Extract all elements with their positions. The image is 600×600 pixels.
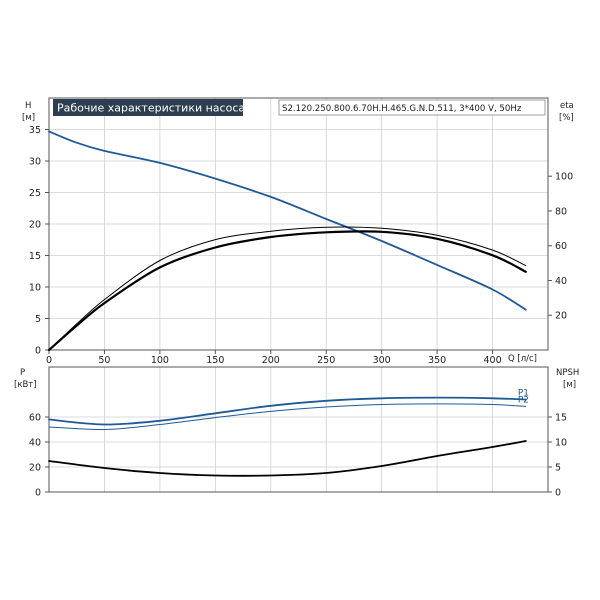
h-tick-label: 10	[29, 283, 41, 294]
eta-tick-label: 80	[555, 206, 567, 217]
h-axis-unit: [м]	[22, 113, 35, 123]
h-tick-label: 20	[29, 220, 41, 231]
x-tick-label: 250	[317, 355, 335, 366]
p-tick-label: 20	[29, 463, 41, 474]
x-tick-label: 350	[428, 355, 446, 366]
eta-tick-label: 20	[555, 311, 567, 322]
npsh-tick-label: 15	[555, 413, 567, 424]
eta-tick-label: 40	[555, 276, 567, 287]
top-ticks: 0 50 100 150 200 250 300 350 400 0 5 10 15 20 25 30 35 20…	[29, 125, 573, 366]
efficiency-curve-2	[48, 226, 527, 351]
x-tick-label: 400	[483, 355, 501, 366]
series-label-p1: P1	[518, 389, 529, 399]
npsh-axis-unit: [м]	[563, 380, 576, 390]
x-tick-label: 0	[46, 355, 52, 366]
npsh-tick-label: 10	[555, 438, 567, 449]
npsh-curve	[48, 440, 527, 477]
x-tick-label: 300	[373, 355, 391, 366]
q-axis-label: Q [л/с]	[508, 354, 537, 364]
model-designation: S2.120.250.800.6.70H.H.465.G.N.D.511, 3*…	[282, 104, 522, 114]
x-tick-label: 100	[151, 355, 169, 366]
top-grid	[49, 98, 548, 350]
chart-title: Рабочие характеристики насоса	[57, 102, 245, 115]
efficiency-curve-1	[47, 230, 527, 352]
p-axis-unit: [кВт]	[14, 380, 37, 390]
h-tick-label: 5	[35, 314, 41, 325]
npsh-tick-label: 0	[555, 488, 561, 499]
eta-axis-unit: [%]	[559, 113, 574, 123]
series-label-p2: P2	[518, 395, 529, 405]
h-tick-label: 15	[29, 251, 41, 262]
h-tick-label: 25	[29, 188, 41, 199]
bottom-plot-frame	[48, 366, 549, 493]
bottom-grid	[49, 367, 548, 492]
p-axis-label: P	[20, 368, 25, 378]
p-tick-label: 0	[35, 488, 41, 499]
bottom-ticks: 0 20 40 60 0 5 10 15	[29, 413, 567, 499]
power-p2-curve	[48, 403, 527, 431]
eta-tick-label: 100	[555, 172, 573, 183]
top-series	[47, 130, 527, 352]
eta-tick-label: 60	[555, 241, 567, 252]
head-efficiency-panel: 0 50 100 150 200 250 300 350 400 0 5 10 15 20 25 30 35 20…	[22, 97, 574, 366]
x-tick-label: 50	[98, 355, 110, 366]
title-box	[53, 99, 243, 116]
power-p1-curve	[48, 396, 527, 426]
model-box	[278, 99, 546, 116]
eta-axis-label: eta	[560, 101, 574, 111]
p-tick-label: 40	[29, 438, 41, 449]
h-tick-label: 0	[35, 346, 41, 357]
x-tick-label: 150	[206, 355, 224, 366]
npsh-tick-label: 5	[555, 463, 561, 474]
head-curve	[48, 130, 527, 311]
npsh-axis-label: NPSH	[556, 368, 579, 378]
x-tick-label: 200	[262, 355, 280, 366]
h-tick-label: 35	[29, 125, 41, 136]
h-axis-label: H	[25, 101, 31, 111]
h-tick-label: 30	[29, 157, 41, 168]
p-tick-label: 60	[29, 413, 41, 424]
